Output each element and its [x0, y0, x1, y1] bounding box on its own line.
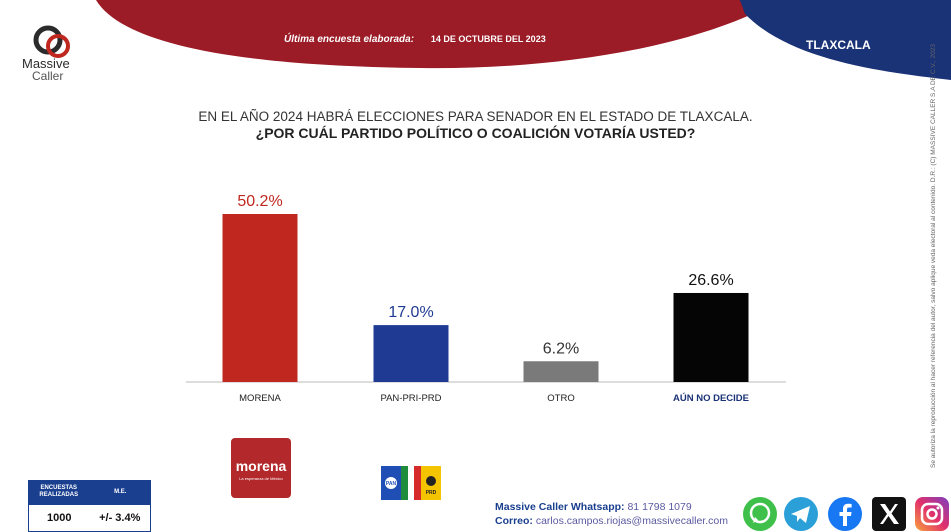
- stats-value-margin: +/- 3.4%: [90, 512, 151, 524]
- survey-stats-table: ENCUESTAS REALIZADAS M.E. 1000 +/- 3.4%: [28, 480, 151, 532]
- prd-logo-text: PRD: [426, 490, 437, 496]
- stats-value-surveys: 1000: [29, 512, 90, 524]
- instagram-icon[interactable]: [914, 496, 950, 532]
- bar-value-label-0: 50.2%: [237, 193, 282, 210]
- pan-pri-prd-logo: PAN PRD: [381, 466, 441, 500]
- category-label-0: MORENA: [239, 393, 281, 404]
- bar-value-label-2: 6.2%: [543, 340, 579, 357]
- morena-logo-text: morena: [236, 458, 287, 474]
- facebook-icon[interactable]: [827, 496, 863, 532]
- email-link[interactable]: carlos.campos.riojas@massivecaller.com: [536, 515, 728, 527]
- whatsapp-number[interactable]: 81 1798 1079: [627, 501, 691, 513]
- pan-logo-text: PAN: [386, 481, 397, 487]
- bar-3: [674, 293, 749, 382]
- bar-1: [374, 325, 449, 382]
- bar-value-label-3: 26.6%: [688, 272, 733, 289]
- bar-value-label-1: 17.0%: [388, 304, 433, 321]
- bar-0: [223, 214, 298, 382]
- morena-logo: morena La esperanza de México: [231, 438, 291, 498]
- stats-header-margin: M.E.: [90, 489, 152, 496]
- contact-info: Massive Caller Whatsapp: 81 1798 1079 Co…: [495, 500, 728, 528]
- category-label-2: OTRO: [547, 393, 574, 404]
- bar-2: [524, 361, 599, 382]
- stats-values: 1000 +/- 3.4%: [28, 504, 151, 532]
- x-icon[interactable]: [871, 496, 907, 532]
- telegram-icon[interactable]: [783, 496, 819, 532]
- morena-logo-sub: La esperanza de México: [239, 476, 283, 481]
- whatsapp-icon[interactable]: [742, 496, 778, 532]
- whatsapp-label: Massive Caller Whatsapp:: [495, 501, 625, 513]
- category-label-1: PAN-PRI-PRD: [380, 393, 441, 404]
- copyright-note: Se autoriza la reproducción al hacer ref…: [930, 44, 937, 468]
- email-label: Correo:: [495, 515, 533, 527]
- stats-header-surveys: ENCUESTAS REALIZADAS: [28, 485, 90, 499]
- stats-header: ENCUESTAS REALIZADAS M.E.: [28, 480, 151, 504]
- category-label-3: AÚN NO DECIDE: [673, 392, 749, 404]
